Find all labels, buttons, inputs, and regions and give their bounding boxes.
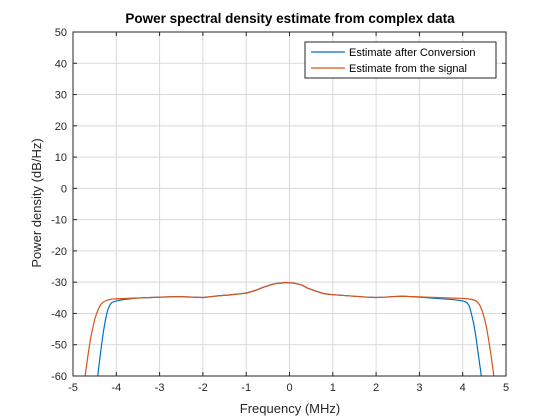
y-tick-label: -60 [51, 371, 67, 383]
x-tick-label: 5 [503, 382, 509, 394]
y-tick-label: 0 [61, 183, 67, 195]
y-tick-label: -10 [51, 215, 67, 227]
x-tick-label: -2 [198, 382, 208, 394]
x-tick-label: -4 [111, 382, 121, 394]
y-tick-label: -30 [51, 277, 67, 289]
x-tick-label: 2 [373, 382, 379, 394]
legend-box [304, 41, 497, 79]
y-tick-label: -50 [51, 340, 67, 352]
y-tick-label: -40 [51, 308, 67, 320]
y-tick-label: 20 [55, 121, 67, 133]
chart-title: Power spectral density estimate from com… [125, 11, 455, 26]
x-tick-label: -5 [68, 382, 78, 394]
x-tick-label: 0 [286, 382, 292, 394]
series-line-2 [84, 281, 495, 376]
legend-label-series-1: Estimate after Conversion [349, 47, 476, 59]
x-axis-label: Frequency (MHz) [240, 401, 340, 416]
x-tick-label: -3 [155, 382, 165, 394]
tick-labels: -5 -4 -3 -2 -1 0 1 2 3 4 5-60-50-40-30-20-10010203… [51, 27, 509, 394]
legend-label-series-2: Estimate from the signal [349, 63, 467, 75]
y-tick-label: 10 [55, 152, 67, 164]
legend: Estimate after Conversion Estimate from … [304, 41, 497, 79]
y-axis-label: Power density (dB/Hz) [29, 138, 44, 267]
y-tick-label: -20 [51, 246, 67, 258]
x-tick-label: 3 [416, 382, 422, 394]
tick-marks [72, 31, 507, 377]
x-tick-label: 4 [460, 382, 466, 394]
x-tick-label: 1 [330, 382, 336, 394]
y-tick-label: 30 [55, 90, 67, 102]
series-layer [84, 281, 495, 376]
y-tick-label: 40 [55, 58, 67, 70]
x-tick-label: -1 [241, 382, 251, 394]
y-tick-label: 50 [55, 27, 67, 39]
